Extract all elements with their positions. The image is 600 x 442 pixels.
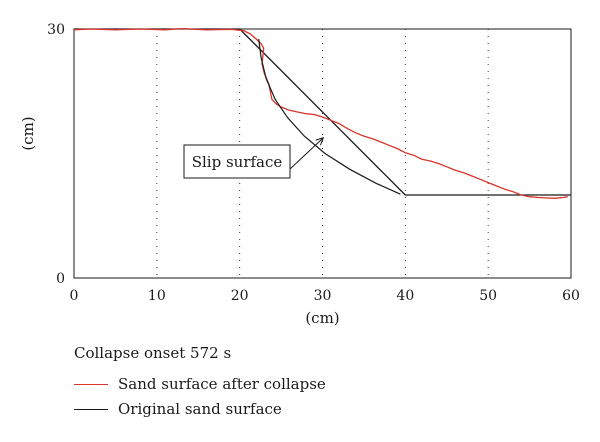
x-tick-label-50: 50 — [479, 288, 497, 304]
slip-surface-label: Slip surface — [192, 153, 283, 171]
y-tick-labels: 0 30 — [47, 22, 65, 287]
x-tick-label-0: 0 — [70, 288, 79, 304]
x-tick-label-20: 20 — [231, 288, 249, 304]
legend-swatch-black — [74, 408, 108, 410]
series-sand-after-collapse — [73, 27, 568, 199]
x-tick-label-30: 30 — [314, 288, 332, 304]
x-tick-label-10: 10 — [148, 288, 166, 304]
y-tick-label-0: 0 — [56, 271, 65, 287]
slip-surface-curve — [258, 38, 401, 195]
x-tick-label-60: 60 — [562, 288, 580, 304]
y-axis-label: (cm) — [19, 116, 37, 150]
legend-title: Collapse onset 572 s — [74, 344, 232, 362]
legend-item-sand-after: Sand surface after collapse — [74, 375, 326, 393]
slip-surface-label-box — [183, 144, 291, 179]
y-tick-label-30: 30 — [47, 22, 65, 38]
legend-label-original: Original sand surface — [118, 400, 282, 418]
legend-swatch-red — [74, 383, 108, 385]
series-original-surface — [74, 28, 571, 196]
legend-item-original: Original sand surface — [74, 400, 282, 418]
plot-frame — [73, 28, 572, 279]
x-tick-labels: 0 10 20 30 40 50 60 — [70, 288, 580, 304]
x-tick-label-40: 40 — [396, 288, 414, 304]
x-axis-label: (cm) — [305, 309, 339, 327]
annotation-layer: Slip surface — [183, 136, 325, 179]
slip-surface-arrowhead — [315, 136, 325, 146]
slip-surface-arrow — [289, 137, 324, 170]
series-layer — [73, 27, 571, 199]
legend-label-sand-after: Sand surface after collapse — [118, 375, 326, 393]
